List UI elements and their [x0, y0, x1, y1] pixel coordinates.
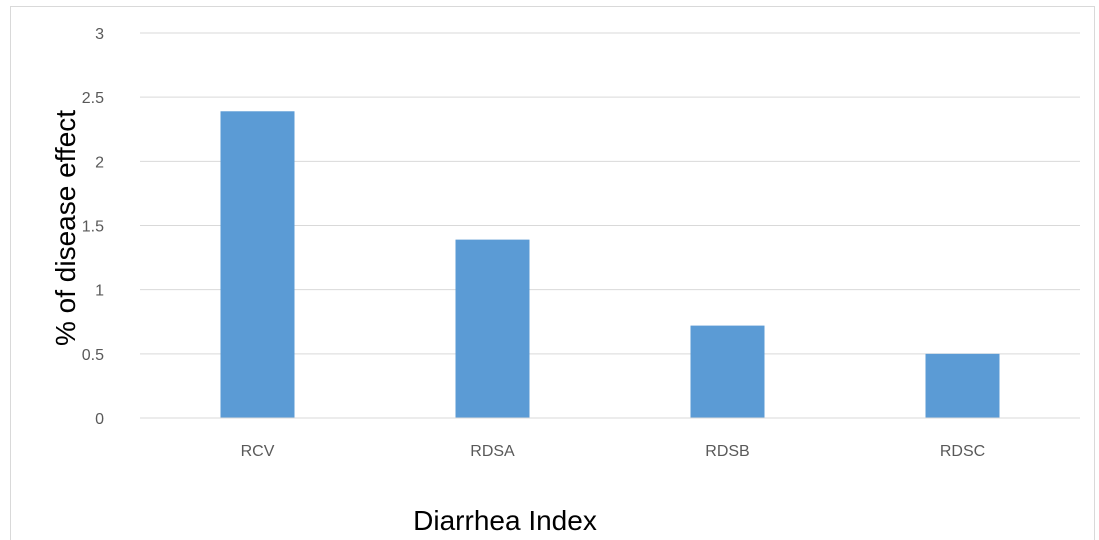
- x-category-label: RDSA: [470, 443, 515, 460]
- bar-rcv: [220, 111, 295, 419]
- y-tick-label: 2.5: [82, 90, 104, 107]
- x-category-label: RDSB: [705, 443, 749, 460]
- y-tick-label: 1: [95, 283, 104, 300]
- y-tick-label: 0.5: [82, 347, 104, 364]
- bar-rdsb: [690, 325, 765, 418]
- x-axis-title: Diarrhea Index: [413, 505, 597, 536]
- bars: [220, 111, 1000, 419]
- y-axis-ticks: 0 0.5 1 1.5 2 2.5 3: [82, 26, 104, 428]
- x-category-label: RCV: [241, 443, 275, 460]
- bar-rdsc: [925, 353, 1000, 418]
- x-category-label: RDSC: [940, 443, 985, 460]
- chart-frame: [10, 6, 1095, 540]
- y-axis-title: % of disease effect: [50, 110, 81, 346]
- y-tick-label: 1.5: [82, 219, 104, 236]
- bar-rdsa: [455, 239, 530, 418]
- gridlines: [140, 32, 1080, 355]
- y-tick-label: 0: [95, 411, 104, 428]
- y-tick-label: 2: [95, 154, 104, 171]
- x-axis-categories: RCV RDSA RDSB RDSC: [241, 443, 986, 460]
- y-tick-label: 3: [95, 26, 104, 43]
